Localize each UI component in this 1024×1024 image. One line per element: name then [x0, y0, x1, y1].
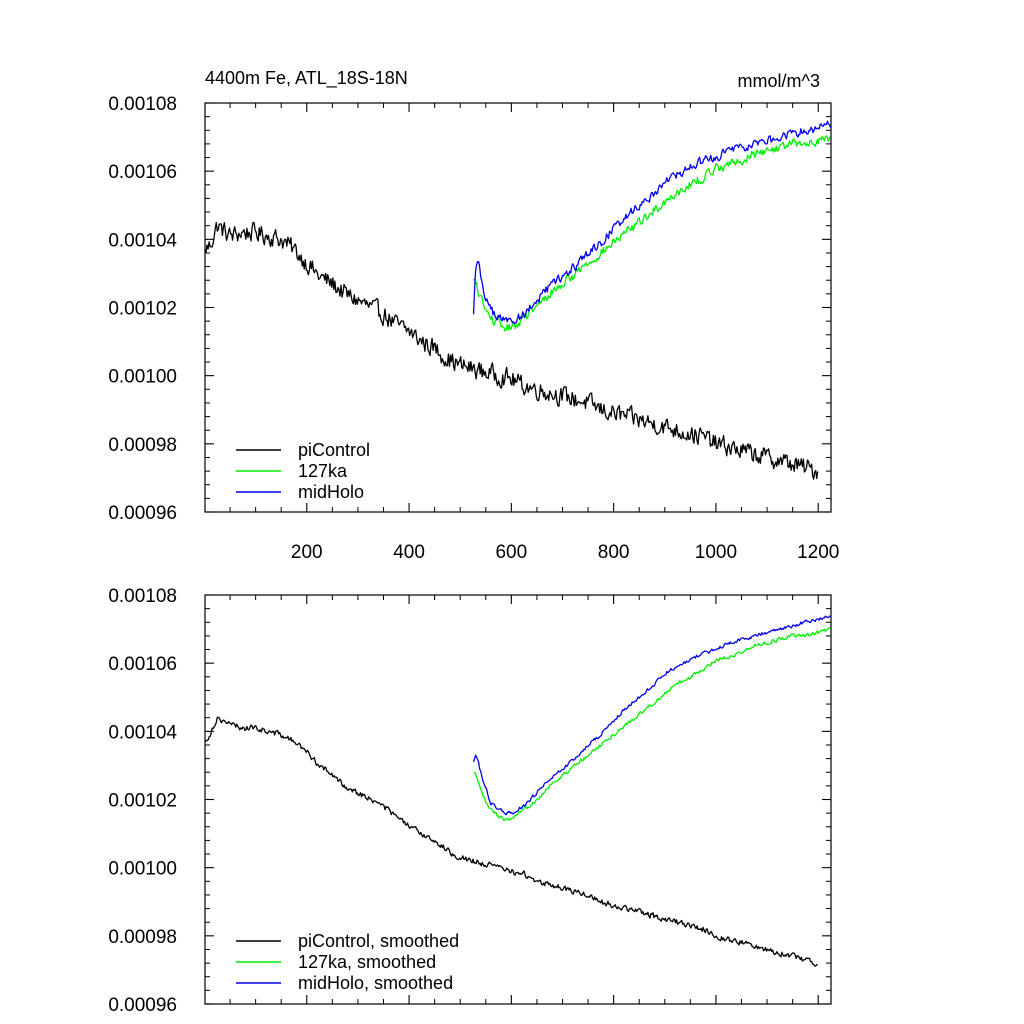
series-line-midholo-smoothed — [472, 615, 831, 816]
y-tick-label: 0.00098 — [108, 927, 177, 948]
chart-title: 4400m Fe, ATL_18S-18N — [205, 68, 408, 89]
series-line-127ka-smoothed — [473, 627, 831, 822]
legend-label-midholo-smoothed: midHolo, smoothed — [298, 973, 453, 993]
y-tick-label: 0.00096 — [108, 503, 177, 524]
series-line-127ka — [473, 135, 831, 332]
y-tick-labels: 0.00096 0.00098 0.00100 0.00102 0.00104 0.001… — [108, 94, 177, 524]
y-tick-label: 0.00108 — [108, 586, 177, 607]
y-tick-label: 0.00100 — [108, 367, 177, 388]
x-tick-label: 1000 — [695, 542, 737, 563]
y-tick-label: 0.00096 — [108, 995, 177, 1016]
legend: piControl 127ka midHolo — [236, 440, 370, 502]
legend-label-midholo: midHolo — [298, 482, 364, 502]
y-tick-label: 0.00100 — [108, 859, 177, 880]
series-layer — [204, 120, 832, 480]
y-tick-label: 0.00106 — [108, 654, 177, 675]
y-tick-label: 0.00106 — [108, 162, 177, 183]
series-line-picontrol — [204, 221, 819, 480]
legend-label-picontrol-smoothed: piControl, smoothed — [298, 931, 459, 951]
y-tick-label: 0.00102 — [108, 299, 177, 320]
y-tick-labels: 0.00096 0.00098 0.00100 0.00102 0.00104 0.001… — [108, 586, 177, 1016]
x-tick-label: 600 — [495, 542, 527, 563]
x-tick-label: 800 — [598, 542, 630, 563]
x-tick-label: 1200 — [797, 542, 839, 563]
axis-ticks — [205, 102, 831, 513]
raw-timeseries-panel: 0.00096 0.00098 0.00100 0.00102 0.00104 0.001… — [108, 94, 839, 563]
series-layer — [204, 615, 831, 967]
legend-label-127ka-smoothed: 127ka, smoothed — [298, 952, 436, 972]
series-line-midholo — [472, 120, 832, 325]
x-tick-label: 400 — [393, 542, 425, 563]
x-tick-labels: 200 400 600 800 1000 1200 — [291, 542, 839, 563]
x-tick-label: 200 — [291, 542, 323, 563]
y-tick-label: 0.00108 — [108, 94, 177, 115]
series-line-picontrol-smoothed — [204, 716, 818, 967]
y-tick-label: 0.00098 — [108, 435, 177, 456]
units-label: mmol/m^3 — [738, 71, 820, 91]
legend-label-127ka: 127ka — [298, 461, 348, 481]
smoothed-timeseries-panel: 0.00096 0.00098 0.00100 0.00102 0.00104 0.001… — [108, 586, 832, 1016]
y-tick-label: 0.00104 — [108, 230, 177, 251]
y-tick-label: 0.00104 — [108, 722, 177, 743]
y-tick-label: 0.00102 — [108, 791, 177, 812]
legend-label-picontrol: piControl — [298, 440, 370, 460]
axis-ticks — [205, 594, 831, 1005]
legend: piControl, smoothed 127ka, smoothed midH… — [236, 931, 459, 993]
